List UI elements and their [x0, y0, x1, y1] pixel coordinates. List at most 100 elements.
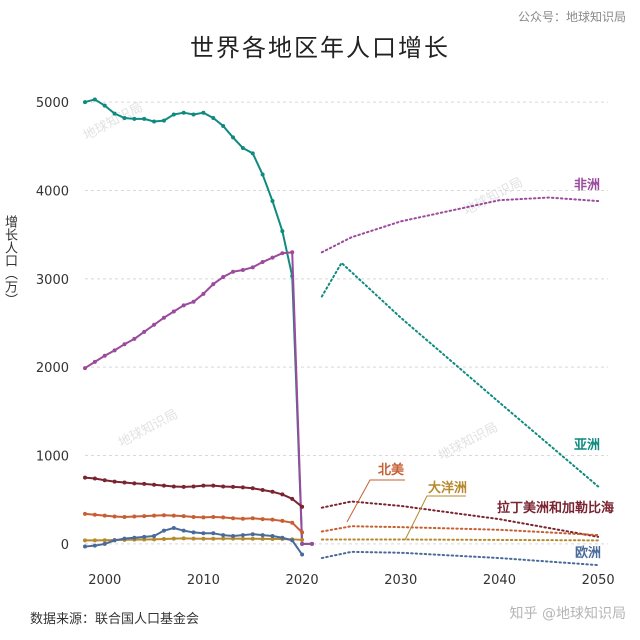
series-0-point-1998	[83, 100, 87, 105]
series-3-point-2008	[181, 514, 186, 519]
x-tick-2030: 2030	[384, 573, 417, 588]
series-2-point-2016	[260, 488, 265, 493]
series-line-1	[84, 251, 312, 545]
series-5-point-2002	[122, 536, 127, 541]
series-1-point-2002	[122, 342, 127, 347]
series-3-point-2013	[231, 516, 236, 521]
leader-north-america	[346, 479, 405, 523]
series-4-point-2016	[260, 536, 265, 541]
series-2-point-2017	[270, 489, 275, 494]
series-0-point-2003	[132, 116, 137, 121]
series-4-point-2017	[270, 536, 275, 541]
series-5-point-2016	[260, 533, 265, 538]
series-1-point-2011	[211, 282, 216, 287]
series-0-point-2017	[270, 199, 275, 204]
watermark-2: 地球知识局	[116, 406, 181, 451]
series-3-point-2005	[152, 513, 157, 518]
y-tick-2000: 2000	[36, 361, 69, 376]
series-2-point-2015	[250, 486, 255, 491]
x-tick-2000: 2000	[88, 573, 121, 588]
series-1-point-2013	[231, 269, 236, 274]
series-2-point-2010	[201, 483, 206, 488]
series-4-point-2008	[181, 536, 186, 541]
series-2-point-2003	[132, 481, 137, 486]
series-0-point-2001	[112, 111, 117, 116]
series-2-point-2004	[142, 481, 147, 486]
series-0-point-2008	[181, 110, 186, 115]
series-3-point-2018	[280, 518, 285, 523]
series-5-point-2010	[201, 531, 206, 536]
y-tick-labels: 0 1000 2000 3000 4000 5000	[36, 96, 69, 553]
series-0-point-2011	[211, 115, 216, 120]
series-1-point-2008	[181, 303, 186, 308]
series-1-point-2003	[132, 336, 137, 341]
label-asia: 亚洲	[574, 438, 600, 453]
series-0-point-2006	[161, 118, 166, 123]
series-3-point-1999	[92, 512, 97, 517]
series-0-point-2004	[142, 116, 147, 121]
series-4-point-2005	[152, 537, 157, 542]
series-5-point-2009	[191, 530, 196, 535]
series-1-point-2007	[171, 309, 176, 314]
series-2-point-2006	[161, 483, 166, 488]
series-1-point-2014	[240, 267, 245, 272]
gridlines	[85, 101, 608, 545]
y-tick-4000: 4000	[36, 184, 69, 199]
series-1-point-1998	[83, 366, 87, 371]
label-north-america: 北美	[378, 462, 405, 478]
series-4-point-2014	[240, 536, 245, 541]
series-1-point-2021	[309, 541, 314, 546]
series-2-point-1998	[83, 475, 87, 480]
series-5-point-2014	[240, 533, 245, 538]
x-tick-2050: 2050	[582, 573, 615, 588]
series-1-point-2020	[300, 541, 305, 546]
y-tick-5000: 5000	[36, 96, 69, 111]
series-5-point-2017	[270, 533, 275, 538]
series-5-point-1998	[83, 544, 87, 549]
series-5-point-1999	[92, 543, 97, 548]
series-2-point-2018	[280, 492, 285, 497]
series-5-point-2011	[211, 531, 216, 536]
series-0-point-2010	[201, 110, 206, 115]
series-0-point-2018	[280, 229, 285, 234]
label-oceania: 大洋洲	[428, 480, 467, 496]
series-4-point-2011	[211, 536, 216, 541]
projection-lines	[320, 196, 600, 567]
x-tick-2040: 2040	[483, 573, 516, 588]
series-5-point-2000	[102, 541, 107, 546]
series-projection-3	[320, 525, 600, 537]
series-3-point-2000	[102, 513, 107, 518]
y-tick-0: 0	[61, 538, 69, 553]
series-1-point-1999	[92, 359, 97, 364]
series-4-point-2015	[250, 536, 255, 541]
series-0-point-2015	[250, 151, 255, 156]
series-3-point-2001	[112, 514, 117, 519]
series-line-2	[84, 476, 303, 508]
series-0-point-2007	[171, 112, 176, 117]
series-3-point-2012	[221, 515, 226, 520]
y-tick-1000: 1000	[36, 450, 69, 465]
series-0-point-2009	[191, 112, 196, 117]
series-4-point-2020	[300, 537, 305, 542]
series-4-point-2006	[161, 537, 166, 542]
series-2-point-2012	[221, 484, 226, 489]
series-2-point-2007	[171, 484, 176, 489]
series-3-point-1998	[83, 511, 87, 516]
series-1-point-2019	[290, 250, 295, 255]
series-projection-4	[320, 538, 600, 542]
historical-lines	[83, 97, 314, 557]
series-line-0	[84, 98, 312, 545]
series-0-point-2000	[102, 103, 107, 108]
series-4-point-2012	[221, 536, 226, 541]
series-2-point-2008	[181, 484, 186, 489]
series-3-point-2009	[191, 514, 196, 519]
watermark-3: 地球知识局	[436, 419, 501, 464]
series-5-point-2005	[152, 533, 157, 538]
series-2-point-2011	[211, 483, 216, 488]
series-1-point-2004	[142, 329, 147, 334]
series-3-point-2007	[171, 513, 176, 518]
series-3-point-2020	[300, 530, 305, 535]
series-4-point-2010	[201, 536, 206, 541]
series-4-point-1998	[83, 538, 87, 543]
leader-oceania	[404, 495, 466, 541]
